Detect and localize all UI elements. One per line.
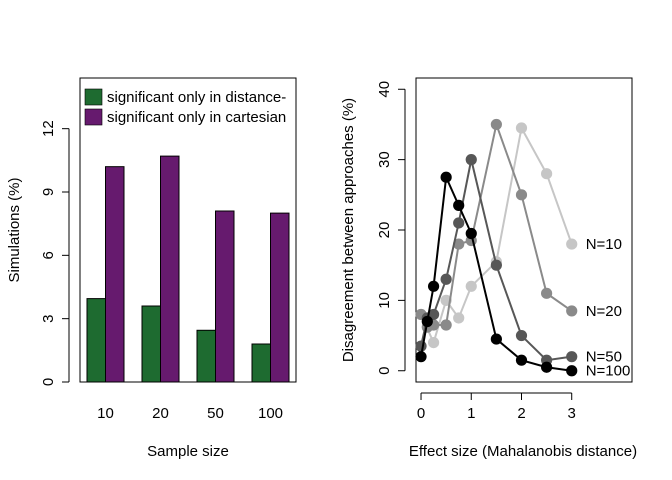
bar-distance-100 bbox=[251, 343, 271, 383]
data-point bbox=[541, 361, 553, 373]
data-point bbox=[440, 171, 452, 183]
data-point bbox=[465, 280, 477, 292]
bar-chart-y-axis: 0 3 6 9 12 bbox=[40, 120, 70, 386]
bar-cartesian-20 bbox=[160, 155, 180, 383]
y-tick-label: 6 bbox=[40, 251, 57, 259]
x-category-label: 10 bbox=[97, 405, 114, 422]
data-point bbox=[453, 238, 465, 250]
y-tick-label: 3 bbox=[40, 314, 57, 322]
series-line bbox=[420, 125, 573, 346]
line-chart-y-axis-title: Disagreement between approaches (%) bbox=[340, 98, 357, 362]
data-point bbox=[566, 238, 578, 250]
data-point bbox=[541, 168, 553, 180]
data-point bbox=[541, 287, 553, 299]
series-end-label: N=50 bbox=[586, 349, 622, 366]
data-point bbox=[490, 118, 502, 131]
x-tick-label: 1 bbox=[467, 405, 475, 422]
y-tick-label: 0 bbox=[40, 378, 57, 386]
data-point bbox=[465, 227, 477, 240]
data-point bbox=[515, 122, 528, 134]
data-point bbox=[421, 315, 433, 328]
legend-label: significant only in distance- bbox=[107, 89, 286, 106]
data-point bbox=[440, 319, 452, 331]
line-chart-series: N=10 N=20 N=50N=100 bbox=[415, 118, 631, 380]
x-category-label: 50 bbox=[207, 405, 224, 422]
data-point bbox=[453, 199, 465, 211]
bar-distance-10 bbox=[86, 298, 106, 383]
series-end-label: N=10 bbox=[586, 236, 622, 253]
bar-chart-panel: 0 3 6 9 12 10 20 50 100 significant only in dis… bbox=[6, 77, 297, 460]
data-point bbox=[566, 305, 578, 317]
bar-distance-50 bbox=[196, 329, 216, 383]
line-chart-x-axis: 0 1 2 3 bbox=[417, 392, 576, 422]
bar-cartesian-10 bbox=[105, 166, 125, 383]
y-tick-label: 20 bbox=[376, 222, 393, 239]
line-chart-y-axis: 0 10 20 30 40 bbox=[376, 81, 406, 375]
series-end-label: N=20 bbox=[586, 303, 622, 320]
bar-chart-x-axis-title: Sample size bbox=[147, 443, 229, 460]
data-point bbox=[427, 336, 440, 349]
y-tick-label: 40 bbox=[376, 81, 393, 98]
y-tick-label: 12 bbox=[40, 120, 57, 137]
data-point bbox=[440, 273, 452, 285]
data-point bbox=[415, 340, 427, 352]
line-chart-panel: 0 10 20 30 40 0 1 2 3 N=10 N=20 N=50N=100 Effect … bbox=[340, 77, 637, 460]
bar-distance-20 bbox=[141, 305, 161, 383]
series-line bbox=[420, 173, 572, 372]
bar-chart-legend: significant only in distance-significant… bbox=[84, 88, 286, 126]
bar-chart-bars bbox=[86, 155, 290, 383]
data-point bbox=[490, 333, 502, 345]
x-tick-label: 3 bbox=[568, 405, 576, 422]
x-tick-label: 0 bbox=[417, 405, 425, 422]
data-point bbox=[566, 365, 578, 377]
y-tick-label: 30 bbox=[376, 151, 393, 168]
data-point bbox=[427, 280, 440, 292]
bar-chart-y-axis-title: Simulations (%) bbox=[6, 177, 23, 282]
data-point bbox=[453, 217, 465, 229]
bar-chart-plot-box bbox=[79, 77, 297, 383]
data-point bbox=[515, 189, 528, 201]
series-end-label: N=100 bbox=[586, 363, 631, 380]
line-chart-plot-box bbox=[415, 77, 633, 383]
data-point bbox=[515, 354, 528, 366]
legend-swatch bbox=[84, 88, 103, 106]
data-point bbox=[465, 154, 477, 166]
x-tick-label: 2 bbox=[517, 405, 525, 422]
x-category-label: 20 bbox=[152, 405, 169, 422]
y-tick-label: 0 bbox=[376, 367, 393, 375]
line-chart-x-axis-title: Effect size (Mahalanobis distance) bbox=[409, 443, 637, 460]
data-point bbox=[415, 351, 427, 363]
series-n-100: N=100 bbox=[415, 171, 631, 380]
y-tick-label: 9 bbox=[40, 188, 57, 196]
bar-chart-x-tick-labels: 10 20 50 100 bbox=[97, 405, 283, 422]
data-point bbox=[515, 329, 528, 342]
x-category-label: 100 bbox=[258, 405, 283, 422]
legend-swatch bbox=[84, 108, 103, 126]
data-point bbox=[453, 312, 465, 324]
data-point bbox=[566, 351, 578, 363]
bar-cartesian-50 bbox=[215, 210, 235, 383]
bar-cartesian-100 bbox=[270, 212, 290, 383]
data-point bbox=[490, 259, 502, 271]
legend-label: significant only in cartesian bbox=[107, 109, 286, 126]
y-tick-label: 10 bbox=[376, 292, 393, 309]
